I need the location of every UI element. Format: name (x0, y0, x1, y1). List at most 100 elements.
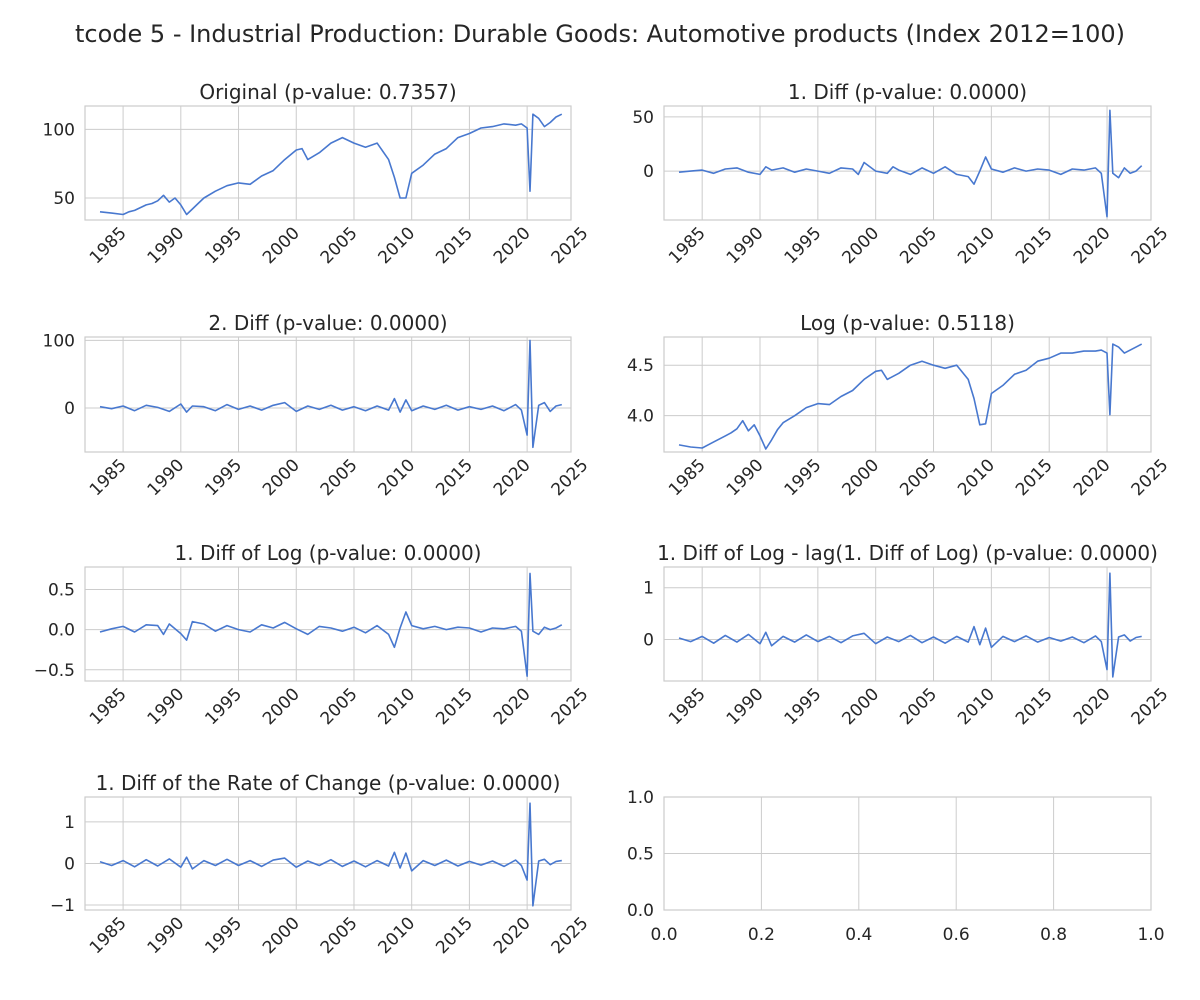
x-tick-label: 1985 (86, 684, 131, 729)
plot-frame (663, 796, 1152, 911)
x-tick-label: 0.4 (845, 925, 872, 945)
x-tick-label: 1990 (723, 684, 768, 729)
x-tick-label: 1995 (201, 455, 246, 500)
x-tick-label: 2000 (259, 684, 304, 729)
x-tick-label: 2015 (1012, 455, 1057, 500)
x-tick-label: 1990 (723, 223, 768, 268)
x-tick-label: 2020 (490, 455, 535, 500)
subplot-title: 1. Diff of Log - lag(1. Diff of Log) (p-… (657, 541, 1158, 565)
subplot-title: 2. Diff (p-value: 0.0000) (208, 311, 447, 335)
y-tick-label: 50 (632, 108, 654, 128)
x-tick-label: 2025 (1128, 455, 1173, 500)
x-tick-label: 2020 (490, 913, 535, 958)
plot-frame (663, 566, 1152, 682)
subplot-title: 1. Diff of the Rate of Change (p-value: … (96, 771, 561, 795)
x-tick-label: 2020 (490, 684, 535, 729)
x-tick-label: 1985 (86, 223, 131, 268)
plot-frame (84, 105, 572, 221)
x-tick-label: 1985 (86, 455, 131, 500)
y-tick-label: 0.0 (627, 901, 654, 921)
x-tick-label: 2020 (1070, 684, 1115, 729)
x-tick-label: 2000 (838, 455, 883, 500)
x-tick-label: 2005 (317, 684, 362, 729)
y-tick-label: 0 (64, 399, 75, 419)
plot-area (664, 337, 1151, 452)
plot-frame (84, 796, 572, 911)
x-tick-label: 2005 (317, 455, 362, 500)
x-tick-label: 2010 (374, 684, 419, 729)
series-line (99, 572, 563, 678)
x-tick-label: 0.8 (1040, 925, 1067, 945)
x-tick-label: 2005 (896, 684, 941, 729)
subplot-6: 0 1 1985 1990 1995 2000 2005 2010 2015 2020 2025 1.… (643, 541, 1172, 729)
subplot-1: 50 100 1985 1990 1995 2000 2005 2010 2015 2020 202… (43, 80, 593, 268)
subplot-3: 0 100 1985 1990 1995 2000 2005 2010 2015 2020 2025… (43, 311, 593, 500)
figure-title: tcode 5 - Industrial Production: Durable… (75, 20, 1125, 48)
subplot-title: 1. Diff of Log (p-value: 0.0000) (175, 541, 482, 565)
x-tick-label: 2020 (1070, 455, 1115, 500)
y-tick-label: 0.5 (48, 580, 75, 600)
y-tick-label: −1 (50, 896, 75, 916)
x-tick-label: 2000 (259, 223, 304, 268)
plot-area (85, 567, 571, 681)
x-tick-label: 1.0 (1137, 925, 1164, 945)
x-tick-label: 2000 (259, 455, 304, 500)
x-tick-label: 2010 (954, 223, 999, 268)
y-tick-label: 1.0 (627, 788, 654, 808)
x-tick-label: 2015 (1012, 223, 1057, 268)
x-tick-label: 2010 (374, 913, 419, 958)
x-tick-label: 1990 (144, 455, 189, 500)
series-line (678, 572, 1142, 678)
x-tick-label: 0.2 (748, 925, 775, 945)
x-tick-label: 2020 (1070, 223, 1115, 268)
x-tick-label: 1995 (201, 223, 246, 268)
y-tick-label: 0.0 (48, 621, 75, 641)
plot-frame (663, 105, 1152, 221)
x-tick-label: 2015 (432, 684, 477, 729)
subplot-title: Log (p-value: 0.5118) (800, 311, 1015, 335)
y-tick-label: 4.5 (627, 356, 654, 376)
series-line (678, 343, 1143, 450)
x-tick-label: 1995 (781, 223, 826, 268)
series-line (99, 339, 562, 449)
y-tick-label: 1 (64, 813, 75, 833)
subplot-title: Original (p-value: 0.7357) (199, 80, 456, 104)
x-tick-label: 1985 (86, 913, 131, 958)
x-tick-label: 2025 (548, 455, 593, 500)
y-tick-label: 0.5 (627, 845, 654, 865)
x-tick-label: 2000 (838, 223, 883, 268)
x-tick-label: 2010 (374, 455, 419, 500)
x-tick-label: 2015 (432, 455, 477, 500)
x-tick-label: 2015 (432, 913, 477, 958)
subplot-5: −0.5 0.0 0.5 1985 1990 1995 2000 2005 2010 2015 20… (34, 541, 593, 729)
y-tick-label: 0 (643, 162, 654, 182)
y-tick-label: 0 (643, 631, 654, 651)
x-tick-label: 2000 (838, 684, 883, 729)
y-tick-label: 4.0 (627, 407, 654, 427)
x-tick-label: 1990 (144, 223, 189, 268)
x-tick-label: 2015 (1012, 684, 1057, 729)
series-line (99, 113, 563, 216)
x-tick-label: 1985 (665, 455, 710, 500)
x-tick-label: 1985 (665, 223, 710, 268)
x-tick-label: 1990 (723, 455, 768, 500)
x-tick-label: 2025 (548, 684, 593, 729)
subplot-title: 1. Diff (p-value: 0.0000) (788, 80, 1027, 104)
x-tick-label: 2020 (490, 223, 535, 268)
x-tick-label: 2005 (317, 223, 362, 268)
subplot-7: −1 0 1 1985 1990 1995 2000 2005 2010 2015 2020 2025… (50, 771, 592, 958)
series-line (99, 802, 562, 907)
plot-area (85, 106, 571, 220)
x-tick-label: 2015 (432, 223, 477, 268)
subplot-8: 0.0 0.5 1.0 0.0 0.2 0.4 0.6 0.8 1.0 (627, 788, 1165, 945)
plot-frame (84, 566, 572, 682)
subplot-4: 4.0 4.5 1985 1990 1995 2000 2005 2010 2015 2020 20… (627, 311, 1172, 500)
x-tick-label: 2005 (896, 223, 941, 268)
x-tick-label: 1990 (144, 684, 189, 729)
series-line (678, 109, 1143, 218)
x-tick-label: 2000 (259, 913, 304, 958)
x-tick-label: 2005 (896, 455, 941, 500)
y-tick-label: 1 (643, 579, 654, 599)
y-tick-label: 100 (43, 120, 75, 140)
